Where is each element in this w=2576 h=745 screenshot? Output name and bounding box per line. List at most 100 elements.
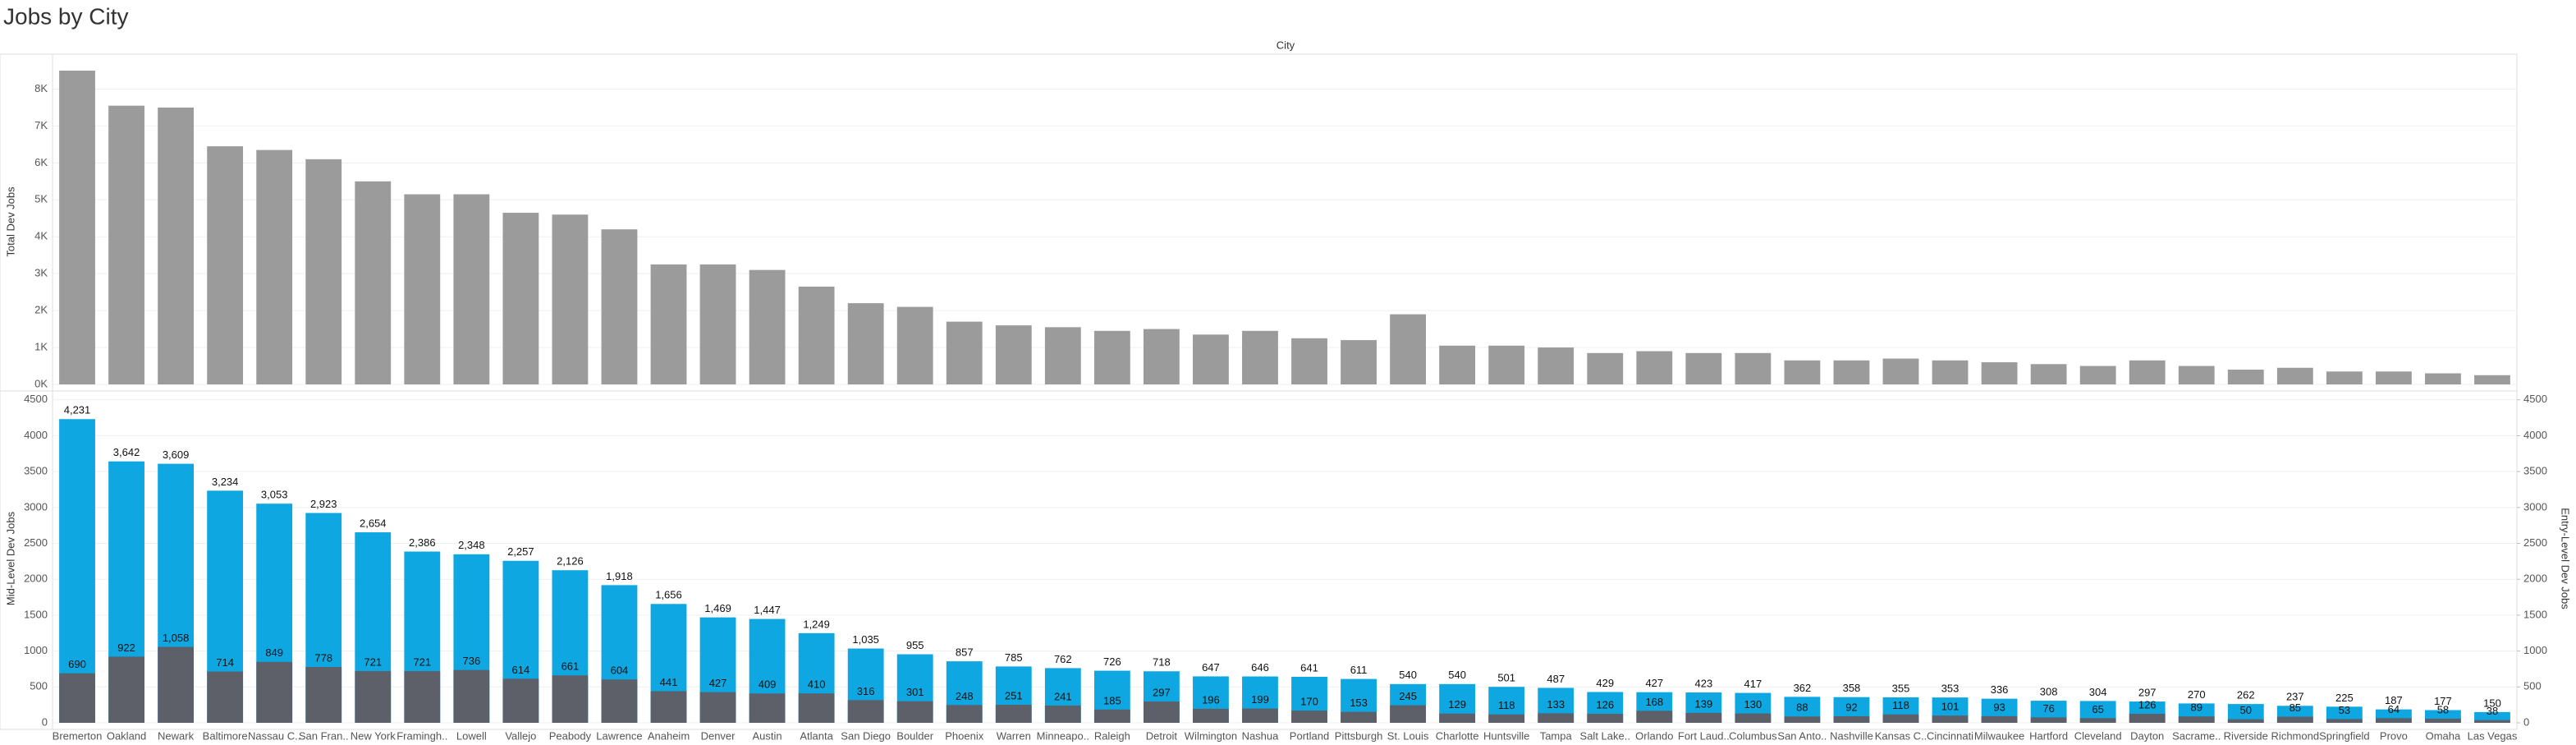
y-tick-label: 4K: [34, 230, 48, 242]
y-tick-label: 5K: [34, 193, 48, 205]
value-label: 88: [1796, 701, 1808, 714]
bar: [2178, 366, 2215, 384]
bar: [2030, 364, 2067, 384]
bar: [798, 286, 835, 384]
value-label: 185: [1103, 694, 1121, 706]
value-label: 614: [512, 664, 530, 676]
value-label: 355: [1892, 682, 1910, 694]
value-label: 101: [1941, 701, 1960, 713]
bar: [2425, 718, 2461, 723]
bar: [1784, 716, 1821, 723]
bar: [404, 194, 441, 384]
value-label: 718: [1153, 656, 1171, 669]
x-tick-label: Columbus: [1729, 729, 1777, 742]
value-label: 1,447: [754, 604, 781, 616]
value-label: 118: [1498, 699, 1515, 711]
bar: [896, 701, 933, 723]
bar: [1143, 701, 1180, 723]
bar: [2326, 371, 2363, 384]
bar: [1193, 708, 1229, 723]
bar: [1882, 714, 1919, 723]
bar: [404, 670, 441, 723]
bar: [946, 705, 983, 723]
x-tick-label: San Diego: [841, 729, 891, 742]
bar: [946, 321, 983, 384]
bar: [552, 675, 589, 723]
bar: [1981, 362, 2018, 384]
bar: [2276, 716, 2313, 723]
bar: [355, 181, 392, 384]
x-tick-label: Detroit: [1146, 729, 1178, 742]
bar: [2326, 706, 2363, 723]
value-label: 849: [265, 646, 283, 659]
bar: [1341, 711, 1377, 723]
value-label: 721: [364, 655, 382, 668]
value-label: 1,918: [606, 570, 633, 582]
y2-tick-label: 4500: [2523, 393, 2547, 405]
value-label: 129: [1448, 698, 1466, 711]
value-label: 237: [2286, 691, 2304, 703]
y-tick-label: 1000: [24, 644, 48, 656]
value-label: 177: [2434, 695, 2452, 707]
value-label: 785: [1005, 651, 1023, 664]
bar: [207, 146, 244, 384]
value-label: 3,609: [163, 448, 190, 461]
bar: [158, 107, 195, 385]
value-label: 714: [216, 656, 234, 669]
bar: [2129, 713, 2166, 723]
y-tick-label: 4000: [24, 429, 48, 441]
y-tick-label: 1500: [24, 608, 48, 620]
bar: [1439, 345, 1476, 384]
value-label: 130: [1744, 698, 1762, 711]
value-label: 168: [1645, 696, 1663, 708]
x-tick-label: San Fran..: [299, 729, 349, 742]
bar: [2326, 719, 2363, 723]
x-tick-label: Fort Laud..: [1678, 729, 1730, 742]
value-label: 133: [1547, 698, 1565, 711]
value-label: 410: [808, 678, 826, 691]
bar: [502, 678, 539, 723]
y-tick-label: 7K: [34, 119, 48, 131]
bar: [2227, 719, 2264, 723]
bar: [1538, 713, 1574, 723]
y2-tick-label: 0: [2523, 715, 2529, 728]
x-tick-label: Charlotte: [1436, 729, 1479, 742]
bar: [1439, 713, 1476, 723]
bar: [305, 667, 342, 723]
value-label: 778: [314, 651, 332, 664]
x-tick-label: Anaheim: [648, 729, 690, 742]
bar: [59, 419, 95, 723]
bar: [650, 691, 687, 723]
x-tick-label: Raleigh: [1094, 729, 1130, 742]
bar: [699, 264, 736, 384]
y2-tick-label: 4000: [2523, 429, 2547, 441]
x-tick-label: Denver: [701, 729, 736, 742]
value-label: 2,923: [310, 498, 337, 510]
value-label: 427: [709, 677, 727, 689]
bar: [1291, 711, 1327, 723]
value-label: 245: [1399, 690, 1417, 702]
y-tick-label: 1K: [34, 340, 48, 352]
value-label: 1,469: [704, 602, 731, 614]
x-tick-label: Lowell: [456, 729, 487, 742]
bar: [502, 213, 539, 384]
bar: [1044, 705, 1081, 723]
value-label: 2,654: [360, 517, 387, 530]
x-tick-label: Vallejo: [505, 729, 536, 742]
bar: [1636, 351, 1673, 384]
value-label: 409: [759, 678, 777, 691]
bar: [601, 679, 638, 723]
x-tick-label: New York: [351, 729, 396, 742]
bar: [108, 656, 144, 723]
bar: [2079, 366, 2116, 384]
value-label: 301: [906, 686, 924, 698]
bar: [552, 214, 589, 384]
x-tick-label: Orlando: [1635, 729, 1673, 742]
value-label: 3,053: [261, 489, 288, 501]
x-tick-label: Salt Lake..: [1580, 729, 1630, 742]
bar: [158, 646, 195, 723]
x-tick-label: Minneapo..: [1037, 729, 1089, 742]
bar: [1587, 352, 1624, 384]
y-tick-label: 3500: [24, 465, 48, 477]
value-label: 362: [1794, 682, 1812, 694]
